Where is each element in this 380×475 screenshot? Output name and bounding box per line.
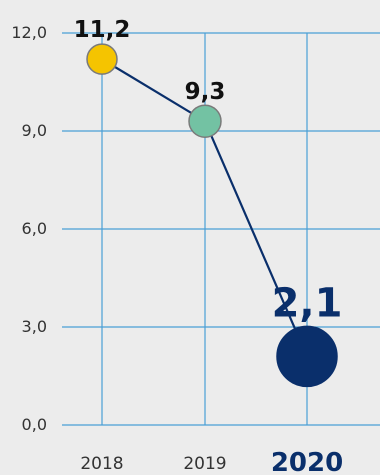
y-tick-label: 6,0 (22, 219, 47, 238)
x-tick-label-2018: 2018 (80, 454, 123, 474)
series: 11,2 9,3 2,1 (74, 17, 343, 388)
x-tick-label-2019: 2019 (183, 454, 226, 474)
data-label-2019: 9,3 (185, 79, 226, 105)
y-tick-label: 3,0 (22, 317, 47, 336)
y-tick-label: 12,0 (11, 23, 47, 42)
data-point-2019 (188, 104, 222, 138)
y-tick-label: 0,0 (22, 415, 47, 434)
y-axis-ticks: 0,0 3,0 6,0 9,0 12,0 (11, 23, 47, 434)
data-point-2020 (276, 325, 338, 388)
x-axis-ticks: 2018 2019 2020 (80, 448, 343, 475)
data-point-2018 (86, 43, 118, 75)
data-label-2020: 2,1 (272, 280, 343, 326)
y-tick-label: 9,0 (22, 121, 47, 140)
grid (62, 32, 380, 426)
data-label-2018: 11,2 (74, 17, 131, 43)
x-tick-label-2020: 2020 (271, 448, 343, 475)
